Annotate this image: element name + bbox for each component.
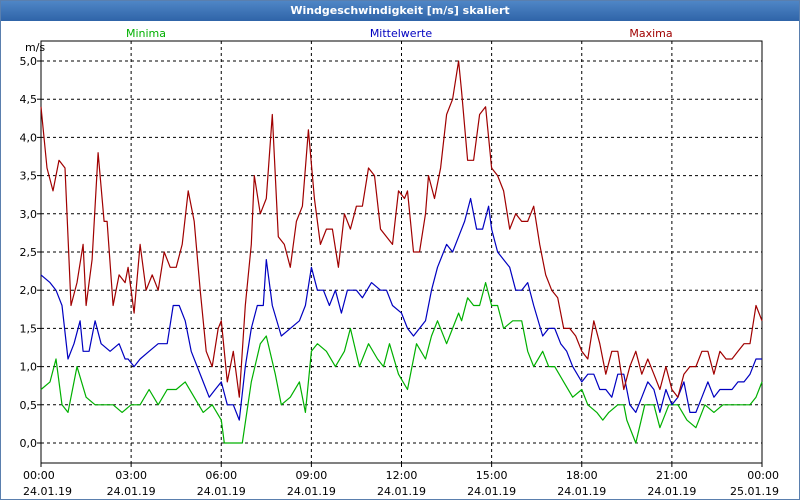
- x-tick-time: 09:00: [296, 469, 328, 482]
- x-tick-date: 24.01.19: [287, 485, 336, 498]
- y-tick-label: 1,5: [20, 322, 38, 335]
- x-tick-date: 24.01.19: [647, 485, 696, 498]
- series-lines: [40, 60, 763, 444]
- y-tick-label: 3,5: [20, 170, 38, 183]
- y-tick-label: 1,0: [20, 361, 38, 374]
- chart-title: Windgeschwindigkeit [m/s] skaliert: [290, 4, 510, 17]
- y-tick-label: 2,0: [20, 284, 38, 297]
- title-bar: Windgeschwindigkeit [m/s] skaliert: [1, 1, 799, 21]
- y-tick-label: 0,5: [20, 399, 38, 412]
- legend: Minima Mittelwerte Maxima: [126, 27, 673, 40]
- x-tick-date: 24.01.19: [107, 485, 156, 498]
- y-tick-label: 2,5: [20, 246, 38, 259]
- x-tick-time: 12:00: [386, 469, 418, 482]
- x-tick-time: 15:00: [476, 469, 508, 482]
- x-tick-time: 21:00: [656, 469, 688, 482]
- x-tick-date: 24.01.19: [557, 485, 606, 498]
- series-line-minima: [40, 282, 763, 444]
- series-line-mittelwerte: [40, 197, 762, 421]
- x-axis-ticks: 00:00 24.01.19 03:00 24.01.19 06:00 24.01.19 0…: [23, 463, 779, 498]
- legend-mittelwerte: Mittelwerte: [370, 27, 433, 40]
- y-tick-label: 5,0: [20, 55, 38, 68]
- x-tick-date: 24.01.19: [467, 485, 516, 498]
- x-tick-date: 24.01.19: [197, 485, 246, 498]
- x-tick-time: 03:00: [115, 469, 147, 482]
- x-tick-time: 00:00: [23, 469, 55, 482]
- grid: [41, 41, 762, 463]
- y-tick-label: 3,0: [20, 208, 38, 221]
- y-tick-label: 4,0: [20, 131, 38, 144]
- legend-maxima: Maxima: [629, 27, 672, 40]
- y-tick-label: 0,0: [20, 437, 38, 450]
- x-tick-time: 18:00: [566, 469, 598, 482]
- x-tick-date: 25.01.19: [730, 485, 779, 498]
- x-tick-date: 24.01.19: [23, 485, 72, 498]
- legend-minima: Minima: [126, 27, 166, 40]
- x-tick-time: 00:00: [747, 469, 779, 482]
- series-line-maxima: [40, 60, 763, 398]
- y-axis-ticks: 0,0 0,5 1,0 1,5 2,0 2,5 3,0 3,5 4,0 4,5 5,0: [20, 55, 41, 450]
- y-axis-unit: m/s: [25, 41, 45, 54]
- x-tick-time: 06:00: [205, 469, 237, 482]
- y-tick-label: 4,5: [20, 93, 38, 106]
- x-tick-date: 24.01.19: [377, 485, 426, 498]
